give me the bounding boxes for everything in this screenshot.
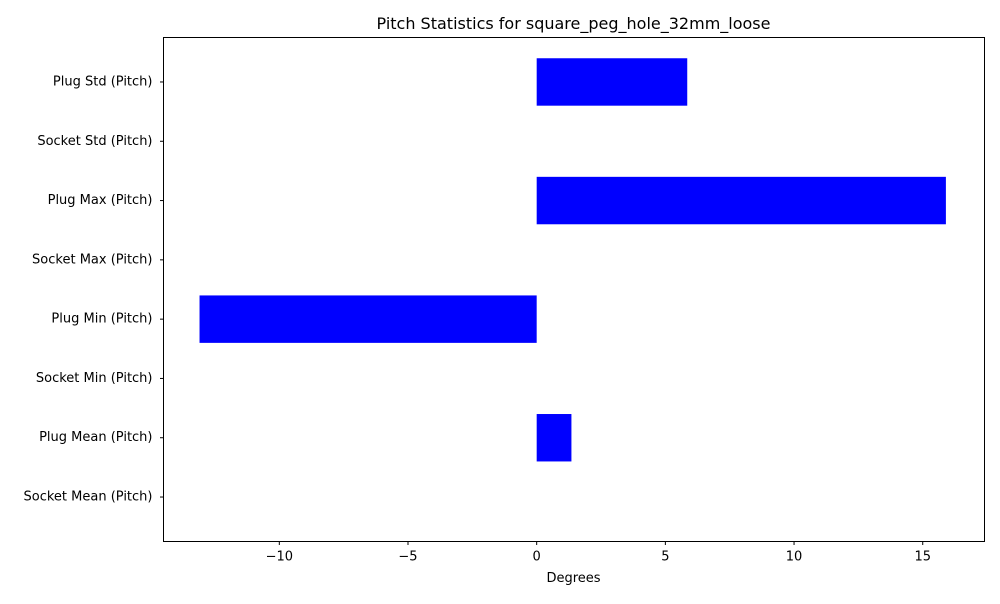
y-tick-label: Socket Std (Pitch) xyxy=(37,134,152,149)
bar xyxy=(536,176,946,225)
x-axis-label: Degrees xyxy=(546,571,600,586)
x-tick-label: −10 xyxy=(266,550,293,565)
x-axis: −10 −5 0 5 10 15 xyxy=(266,541,931,565)
y-tick-label: Plug Mean (Pitch) xyxy=(39,430,152,445)
bar xyxy=(199,295,537,343)
y-tick-label: Socket Max (Pitch) xyxy=(32,252,152,267)
x-tick-label: 15 xyxy=(914,550,931,565)
x-tick-label: 10 xyxy=(786,550,803,565)
y-tick-label: Socket Mean (Pitch) xyxy=(24,490,153,505)
bar xyxy=(536,58,688,106)
y-tick-label: Socket Min (Pitch) xyxy=(36,371,153,386)
x-tick-label: 5 xyxy=(661,550,669,565)
y-tick-label: Plug Max (Pitch) xyxy=(48,193,153,208)
bars-layer xyxy=(199,58,946,462)
plot-frame xyxy=(163,37,985,542)
x-tick-label: −5 xyxy=(398,550,417,565)
y-tick-label: Plug Min (Pitch) xyxy=(51,312,152,327)
chart-title: Pitch Statistics for square_peg_hole_32m… xyxy=(377,14,771,34)
y-axis: Socket Mean (Pitch) Plug Mean (Pitch) Sock… xyxy=(24,74,164,505)
bar xyxy=(536,414,572,462)
y-tick-label: Plug Std (Pitch) xyxy=(53,74,153,89)
x-tick-label: 0 xyxy=(533,550,541,565)
